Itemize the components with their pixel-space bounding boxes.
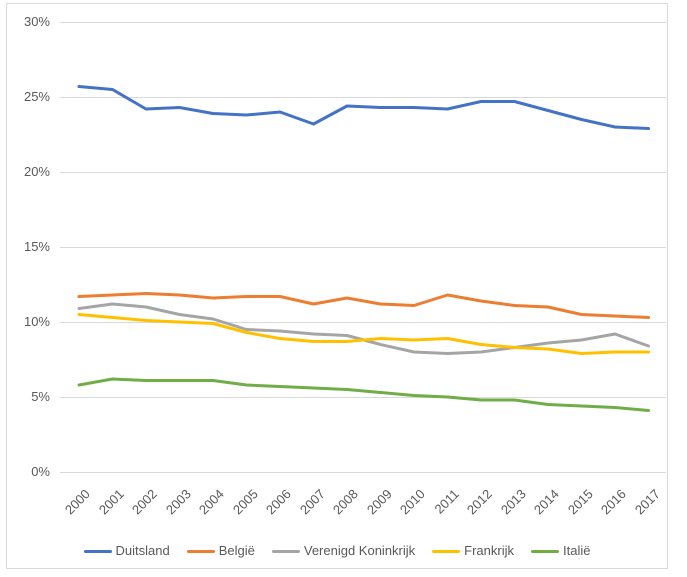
y-tick-label: 15% [23,239,50,254]
y-tick-label: 0% [31,464,50,479]
series-line-italië [77,377,650,412]
legend-label: België [218,543,255,558]
legend-item-duitsland: Duitsland [83,543,170,559]
legend-label: Italië [563,543,591,558]
legend-item-frankrijk: Frankrijk [432,543,514,559]
series-line-belgië [77,292,650,319]
legend-label: Frankrijk [464,543,514,558]
legend-line-swatch [186,549,215,553]
legend-label: Duitsland [115,543,170,558]
legend-line-swatch [271,549,300,553]
legend-label: Verenigd Koninkrijk [303,543,416,558]
legend-item-italië: Italië [531,543,590,559]
series-line-duitsland [77,85,650,130]
legend-item-belgië: België [186,543,255,559]
legend-line-swatch [83,549,112,553]
y-tick-label: 10% [23,314,50,329]
legend-line-swatch [531,549,559,553]
series-line-frankrijk [77,313,650,355]
y-tick-label: 30% [23,14,50,29]
legend-item-verenigd-koninkrijk: Verenigd Koninkrijk [271,543,416,559]
y-tick-label: 25% [23,89,50,104]
y-tick-label: 5% [31,389,50,404]
legend: Duitsland België Verenigd Koninkrijk Frankr… [6,543,668,559]
legend-line-swatch [432,549,461,553]
y-tick-label: 20% [23,164,50,179]
